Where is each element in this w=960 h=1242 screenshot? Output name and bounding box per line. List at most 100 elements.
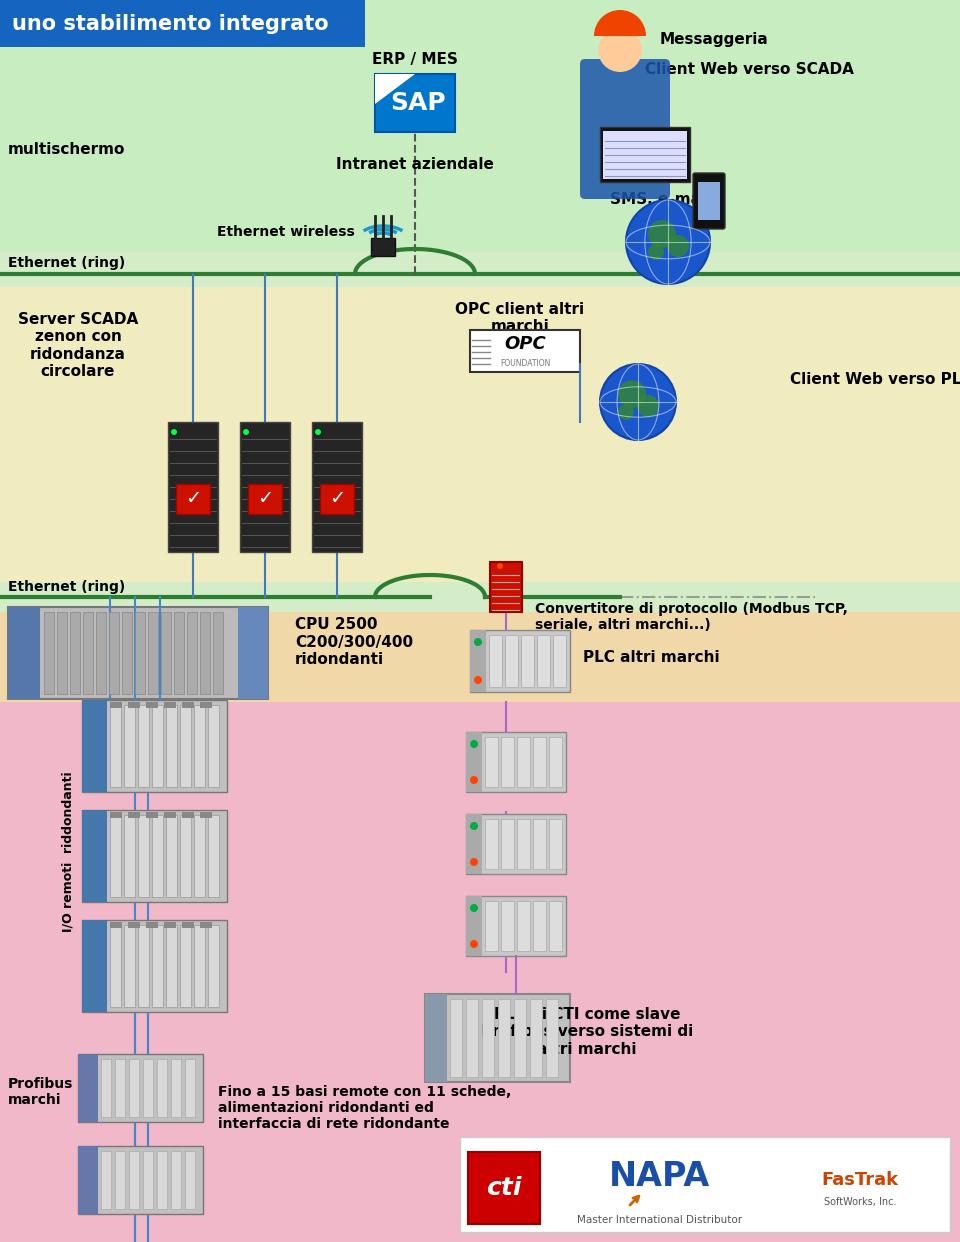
FancyBboxPatch shape <box>514 999 526 1077</box>
FancyBboxPatch shape <box>128 922 140 928</box>
FancyBboxPatch shape <box>82 810 227 902</box>
FancyBboxPatch shape <box>135 612 145 694</box>
FancyBboxPatch shape <box>143 1059 153 1117</box>
Circle shape <box>637 395 659 417</box>
FancyBboxPatch shape <box>470 630 486 692</box>
FancyBboxPatch shape <box>122 612 132 694</box>
FancyBboxPatch shape <box>200 612 210 694</box>
FancyBboxPatch shape <box>530 999 542 1077</box>
Text: Client Web verso SCADA: Client Web verso SCADA <box>645 62 853 77</box>
FancyBboxPatch shape <box>482 999 494 1077</box>
FancyBboxPatch shape <box>549 900 562 951</box>
Text: cti: cti <box>487 1176 521 1200</box>
FancyBboxPatch shape <box>138 705 149 787</box>
FancyBboxPatch shape <box>549 737 562 787</box>
Text: OPC: OPC <box>504 335 546 353</box>
FancyBboxPatch shape <box>466 732 482 792</box>
FancyBboxPatch shape <box>180 815 191 897</box>
FancyBboxPatch shape <box>101 1151 111 1208</box>
FancyBboxPatch shape <box>138 815 149 897</box>
FancyBboxPatch shape <box>533 737 546 787</box>
FancyBboxPatch shape <box>517 900 530 951</box>
FancyBboxPatch shape <box>180 925 191 1007</box>
Circle shape <box>470 776 478 784</box>
FancyBboxPatch shape <box>187 612 197 694</box>
Text: SMS, e-mail: SMS, e-mail <box>610 193 711 207</box>
Text: SAP: SAP <box>390 91 445 116</box>
FancyBboxPatch shape <box>468 1153 540 1225</box>
Text: Ethernet (ring): Ethernet (ring) <box>8 256 125 270</box>
FancyBboxPatch shape <box>0 252 960 287</box>
FancyBboxPatch shape <box>182 812 194 818</box>
FancyBboxPatch shape <box>109 612 119 694</box>
FancyBboxPatch shape <box>466 895 566 956</box>
FancyBboxPatch shape <box>549 818 562 869</box>
FancyBboxPatch shape <box>0 582 960 612</box>
FancyBboxPatch shape <box>194 815 205 897</box>
FancyBboxPatch shape <box>148 612 158 694</box>
FancyBboxPatch shape <box>200 922 212 928</box>
FancyBboxPatch shape <box>110 925 121 1007</box>
FancyBboxPatch shape <box>485 818 498 869</box>
FancyBboxPatch shape <box>375 75 455 132</box>
FancyBboxPatch shape <box>124 925 135 1007</box>
Text: Client Web verso PLC: Client Web verso PLC <box>790 373 960 388</box>
FancyBboxPatch shape <box>460 1136 950 1232</box>
Text: PLC di CTI come slave
Profibus verso sistemi di
altri marchi: PLC di CTI come slave Profibus verso sis… <box>481 1007 693 1057</box>
FancyBboxPatch shape <box>505 635 518 687</box>
FancyBboxPatch shape <box>185 1151 195 1208</box>
FancyBboxPatch shape <box>164 702 176 708</box>
FancyBboxPatch shape <box>466 999 478 1077</box>
Circle shape <box>474 638 482 646</box>
FancyBboxPatch shape <box>521 635 534 687</box>
FancyBboxPatch shape <box>82 920 227 1012</box>
FancyBboxPatch shape <box>44 612 54 694</box>
FancyBboxPatch shape <box>425 994 570 1082</box>
Circle shape <box>470 940 478 948</box>
Text: FOUNDATION: FOUNDATION <box>500 359 550 369</box>
FancyBboxPatch shape <box>176 484 210 514</box>
Circle shape <box>598 29 642 72</box>
FancyBboxPatch shape <box>110 812 122 818</box>
FancyBboxPatch shape <box>466 814 482 874</box>
FancyBboxPatch shape <box>146 702 158 708</box>
FancyBboxPatch shape <box>553 635 566 687</box>
Circle shape <box>243 428 249 435</box>
Text: I/O remoti  riddondanti: I/O remoti riddondanti <box>61 771 75 933</box>
FancyBboxPatch shape <box>110 705 121 787</box>
FancyBboxPatch shape <box>152 705 163 787</box>
Text: SoftWorks, Inc.: SoftWorks, Inc. <box>824 1197 897 1207</box>
FancyBboxPatch shape <box>693 173 725 229</box>
FancyBboxPatch shape <box>0 287 960 582</box>
FancyBboxPatch shape <box>157 1151 167 1208</box>
FancyBboxPatch shape <box>152 925 163 1007</box>
Text: ✓: ✓ <box>185 489 202 508</box>
FancyBboxPatch shape <box>166 705 177 787</box>
FancyBboxPatch shape <box>485 737 498 787</box>
FancyBboxPatch shape <box>194 705 205 787</box>
FancyBboxPatch shape <box>546 999 558 1077</box>
FancyBboxPatch shape <box>537 635 550 687</box>
Text: NAPA: NAPA <box>610 1160 710 1194</box>
FancyBboxPatch shape <box>180 705 191 787</box>
FancyBboxPatch shape <box>0 702 960 1242</box>
Text: multischermo: multischermo <box>8 142 126 156</box>
Text: Ethernet wireless: Ethernet wireless <box>217 225 355 238</box>
FancyBboxPatch shape <box>171 1059 181 1117</box>
FancyBboxPatch shape <box>129 1151 139 1208</box>
FancyBboxPatch shape <box>248 484 282 514</box>
Circle shape <box>474 676 482 684</box>
FancyBboxPatch shape <box>78 1054 203 1122</box>
FancyBboxPatch shape <box>498 999 510 1077</box>
FancyBboxPatch shape <box>110 702 122 708</box>
FancyBboxPatch shape <box>171 1151 181 1208</box>
FancyBboxPatch shape <box>161 612 171 694</box>
FancyBboxPatch shape <box>164 812 176 818</box>
FancyBboxPatch shape <box>83 612 93 694</box>
FancyBboxPatch shape <box>466 814 566 874</box>
Text: ERP / MES: ERP / MES <box>372 52 458 67</box>
Text: ✓: ✓ <box>257 489 274 508</box>
FancyBboxPatch shape <box>501 737 514 787</box>
FancyBboxPatch shape <box>470 630 570 692</box>
FancyBboxPatch shape <box>146 812 158 818</box>
